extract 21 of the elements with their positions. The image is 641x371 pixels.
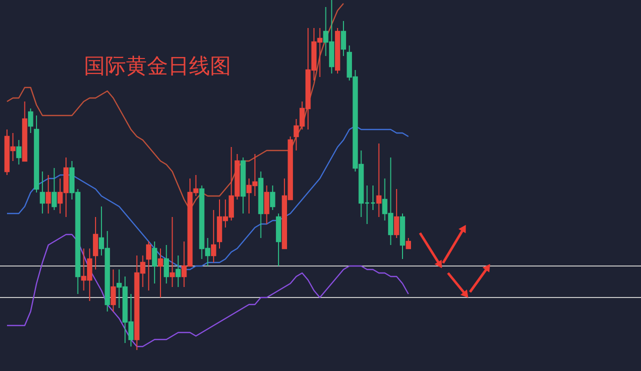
candlestick: [170, 216, 175, 288]
candlestick: [152, 241, 158, 284]
candlestick: [376, 143, 382, 218]
candlestick: [52, 168, 57, 210]
candlestick: [264, 185, 270, 224]
candlestick: [340, 20, 346, 56]
candlestick: [146, 241, 152, 291]
candlestick: [164, 244, 169, 284]
text: 国际黄金日线图: [84, 54, 231, 78]
candlestick: [211, 210, 216, 263]
candlestick: [176, 255, 181, 288]
candlestick: [270, 185, 276, 210]
candlestick: [406, 238, 411, 250]
candlestick: [16, 140, 22, 165]
candlestick: [28, 108, 34, 134]
candlestick: [40, 171, 46, 214]
candlestick: [394, 188, 400, 238]
candlestick: [46, 174, 51, 214]
candlestick: [110, 269, 116, 312]
candlestick: [92, 216, 98, 270]
candlestick: [158, 248, 164, 298]
